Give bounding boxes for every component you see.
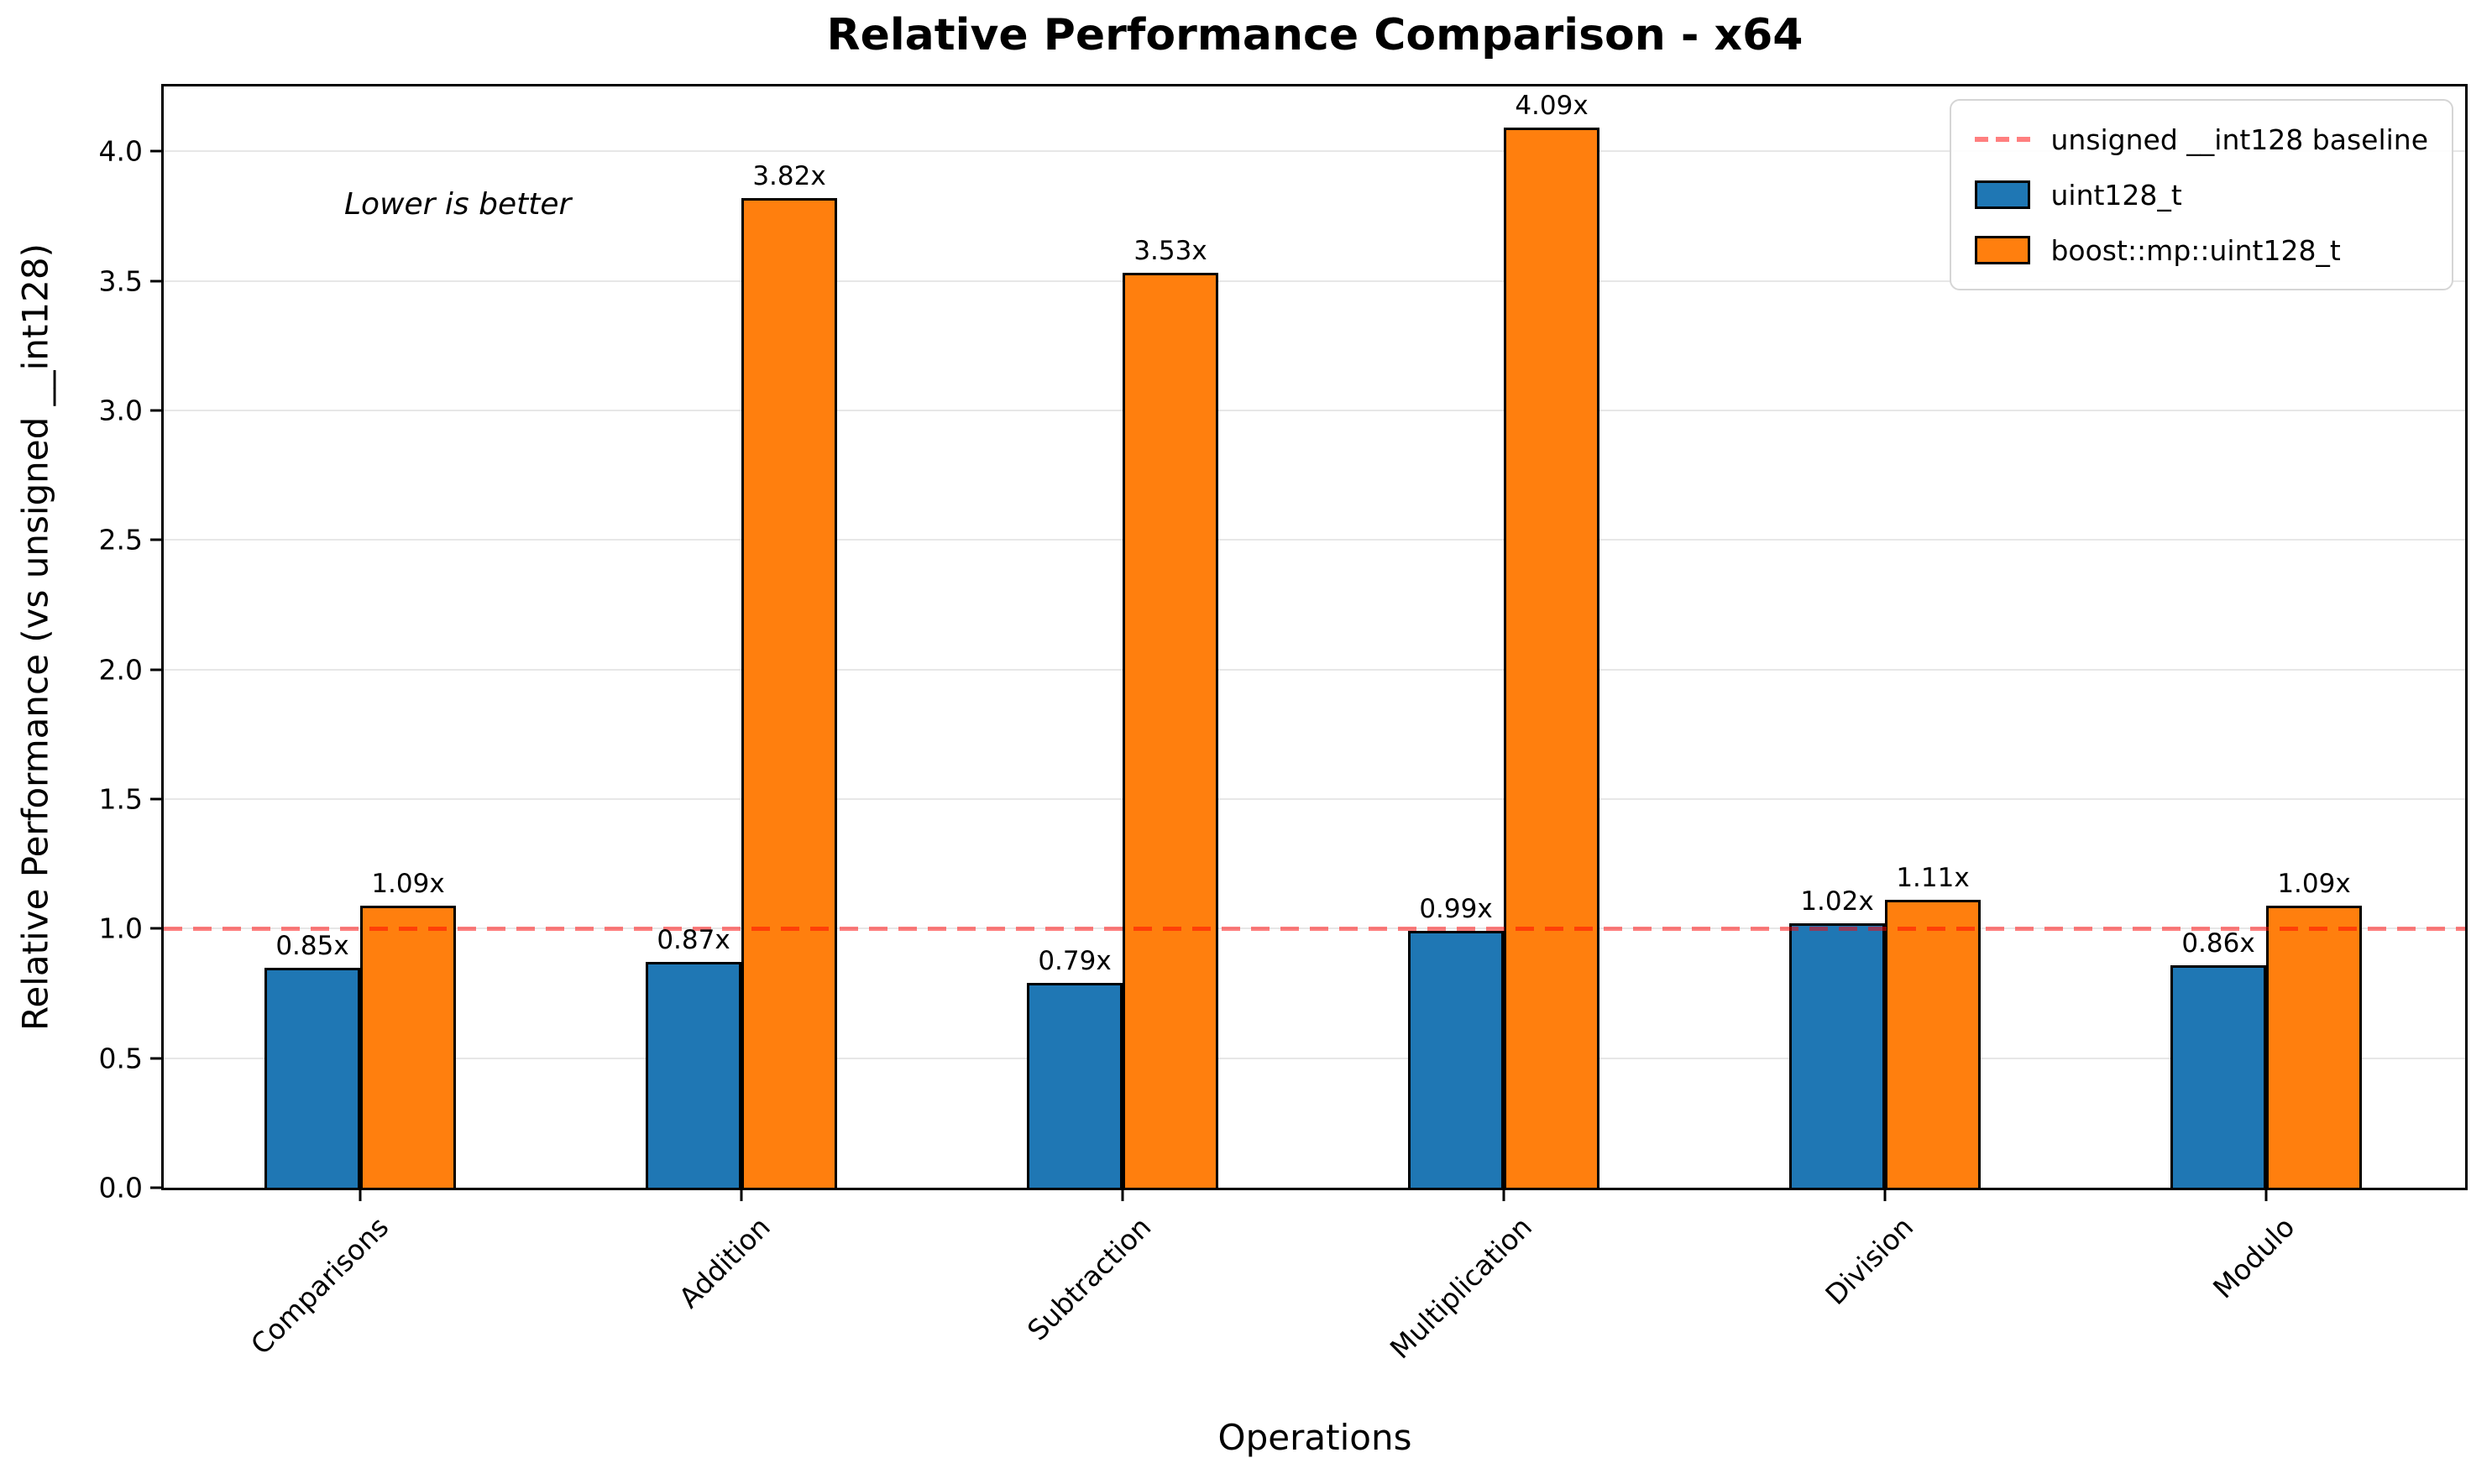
y-tick-mark-0.5 — [150, 1057, 161, 1060]
bar-value-label: 1.09x — [2277, 868, 2351, 899]
bar-value-label: 0.99x — [1419, 894, 1493, 925]
legend-item-uint128: uint128_t — [1975, 173, 2428, 217]
legend-label: uint128_t — [2050, 178, 2182, 212]
bar-value-label: 4.09x — [1515, 91, 1589, 122]
gridline-2.0 — [164, 668, 2465, 671]
y-tick-label-0.0: 0.0 — [98, 1171, 143, 1204]
baseline-dash-icon — [1975, 137, 2031, 142]
legend: unsigned __int128 baseline uint128_t boo… — [1950, 99, 2453, 290]
y-tick-mark-0.0 — [150, 1186, 161, 1189]
x-tick-label-subtraction: Subtraction — [1021, 1210, 1158, 1347]
gridline-1.5 — [164, 797, 2465, 800]
legend-item-boost: boost::mp::uint128_t — [1975, 228, 2428, 272]
legend-label: boost::mp::uint128_t — [2050, 233, 2341, 267]
bar-value-label: 0.86x — [2181, 928, 2255, 959]
bar-boost::mp::uint128_t-subtraction — [1123, 273, 1218, 1188]
gridline-4.0 — [164, 150, 2465, 153]
boost-swatch-icon — [1975, 236, 2031, 264]
y-tick-label-2.0: 2.0 — [98, 653, 143, 687]
x-tick-label-addition: Addition — [672, 1210, 777, 1314]
y-tick-label-3.5: 3.5 — [98, 264, 143, 298]
bar-uint128_t-modulo — [2170, 964, 2266, 1188]
baseline-line — [164, 926, 2465, 931]
legend-label: unsigned __int128 baseline — [2050, 123, 2428, 156]
y-tick-mark-2.0 — [150, 668, 161, 671]
bar-boost::mp::uint128_t-comparisons — [360, 905, 456, 1188]
y-tick-mark-1.0 — [150, 927, 161, 930]
bar-value-label: 1.02x — [1800, 886, 1874, 917]
y-tick-label-1.0: 1.0 — [98, 912, 143, 945]
y-tick-label-4.0: 4.0 — [98, 134, 143, 168]
x-tick-mark-comparisons — [359, 1190, 362, 1201]
bar-uint128_t-multiplication — [1408, 931, 1504, 1188]
y-axis-title: Relative Performance (vs unsigned __int1… — [14, 243, 56, 1031]
gridline-3.0 — [164, 409, 2465, 411]
y-tick-mark-2.5 — [150, 538, 161, 541]
chart-title: Relative Performance Comparison - x64 — [826, 10, 1804, 60]
gridline-3.5 — [164, 280, 2465, 282]
bar-uint128_t-addition — [646, 962, 741, 1188]
x-axis-title: Operations — [1217, 1417, 1412, 1458]
y-tick-mark-1.5 — [150, 797, 161, 801]
bar-boost::mp::uint128_t-multiplication — [1504, 128, 1599, 1188]
gridline-2.5 — [164, 539, 2465, 541]
y-tick-label-2.5: 2.5 — [98, 523, 143, 556]
lower-is-better-note: Lower is better — [344, 187, 572, 222]
bar-value-label: 1.09x — [371, 868, 445, 899]
x-tick-label-modulo: Modulo — [2207, 1210, 2301, 1305]
bar-value-label: 0.87x — [657, 925, 730, 956]
x-tick-label-division: Division — [1819, 1210, 1920, 1312]
y-tick-label-1.5: 1.5 — [98, 782, 143, 816]
bar-uint128_t-subtraction — [1027, 983, 1123, 1188]
bar-boost::mp::uint128_t-division — [1885, 900, 1981, 1188]
bar-value-label: 0.79x — [1038, 946, 1112, 977]
bar-value-label: 1.11x — [1896, 863, 1970, 894]
x-tick-mark-modulo — [2264, 1190, 2268, 1201]
bar-uint128_t-comparisons — [264, 967, 360, 1188]
x-tick-label-multiplication: Multiplication — [1384, 1210, 1539, 1366]
uint128-swatch-icon — [1975, 180, 2031, 209]
bar-value-label: 0.85x — [275, 930, 349, 961]
y-tick-label-0.5: 0.5 — [98, 1042, 143, 1075]
y-tick-mark-3.5 — [150, 280, 161, 283]
y-tick-mark-3.0 — [150, 409, 161, 412]
legend-item-baseline: unsigned __int128 baseline — [1975, 118, 2428, 161]
bar-value-label: 3.82x — [752, 160, 826, 191]
x-tick-mark-subtraction — [1121, 1190, 1124, 1201]
gridline-0.5 — [164, 1057, 2465, 1059]
bar-value-label: 3.53x — [1133, 236, 1207, 267]
y-tick-mark-4.0 — [150, 149, 161, 153]
x-tick-mark-division — [1883, 1190, 1887, 1201]
x-tick-mark-multiplication — [1502, 1190, 1505, 1201]
x-tick-mark-addition — [740, 1190, 743, 1201]
bar-uint128_t-division — [1789, 923, 1885, 1188]
bar-boost::mp::uint128_t-addition — [741, 197, 837, 1188]
bar-boost::mp::uint128_t-modulo — [2266, 905, 2362, 1188]
x-tick-label-comparisons: Comparisons — [244, 1210, 395, 1361]
y-tick-label-3.0: 3.0 — [98, 394, 143, 427]
